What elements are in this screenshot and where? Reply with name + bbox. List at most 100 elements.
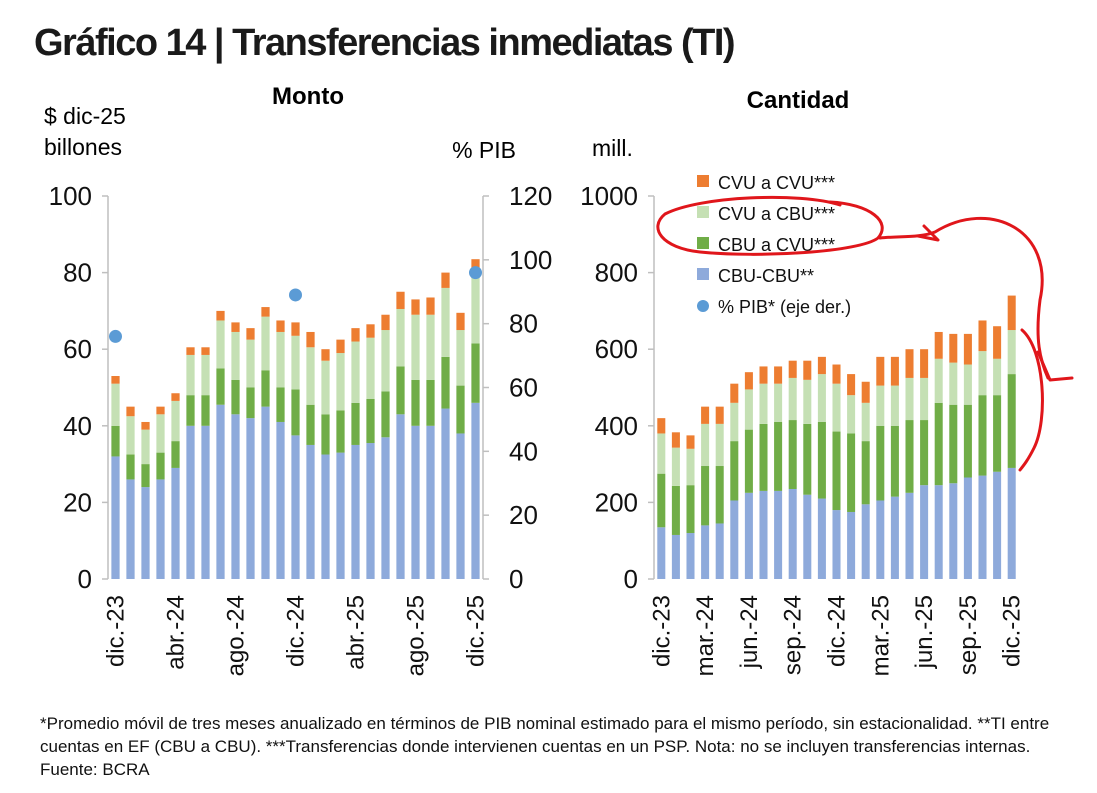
monto-bar-cbu-cbu <box>171 467 180 579</box>
cantidad-bar-cbu-cbu <box>920 485 929 579</box>
monto-bar-cvu-a-cbu <box>216 320 225 369</box>
monto-bar-cbu-cbu <box>186 425 195 579</box>
cantidad-bar-cbu-a-cvu <box>744 429 753 493</box>
cantidad-bar-cbu-cbu <box>730 500 739 579</box>
cantidad-bar-cvu-a-cvu <box>847 374 856 396</box>
y-axis-label-line1: $ dic-25 <box>44 103 126 129</box>
monto-bar-cvu-a-cvu <box>171 393 180 401</box>
cantidad-bar-cvu-a-cvu <box>715 406 724 424</box>
y-axis-label-line2: billones <box>44 134 122 160</box>
cantidad-bar-cbu-cbu <box>744 492 753 579</box>
cantidad-bar-cbu-a-cvu <box>847 433 856 512</box>
monto-bar-cbu-a-cvu <box>141 464 150 488</box>
cantidad-x-tick-label: dic.-24 <box>824 595 851 667</box>
annotation-bracket <box>1018 328 1044 472</box>
cantidad-bar-cvu-a-cvu <box>817 356 826 375</box>
cantidad-y-tick-label: 800 <box>595 258 638 288</box>
cantidad-y-tick-label: 0 <box>624 564 638 594</box>
cantidad-x-tick-label: sep.-25 <box>955 595 982 675</box>
monto-bar-cbu-a-cvu <box>186 395 195 426</box>
monto-bar-cbu-a-cvu <box>366 398 375 444</box>
monto-y-tick-label: 100 <box>49 181 92 211</box>
monto-bar-cbu-a-cvu <box>336 410 345 453</box>
cantidad-x-tick-label: dic.-25 <box>999 595 1026 667</box>
cantidad-bar-cbu-cbu <box>949 483 958 579</box>
monto-bar-cvu-a-cbu <box>366 337 375 399</box>
monto-x-tick-label: dic.-25 <box>463 595 490 667</box>
cantidad-bar-cvu-a-cvu <box>774 366 783 384</box>
legend-swatch <box>697 268 709 280</box>
monto-bar-cvu-a-cbu <box>231 331 240 380</box>
cantidad-bar-cvu-a-cvu <box>759 366 768 384</box>
monto-bar-cvu-a-cbu <box>411 314 420 380</box>
legend-label: CBU a CVU*** <box>718 235 835 255</box>
monto-x-tick-label: dic.-23 <box>103 595 130 667</box>
monto-bar-cvu-a-cbu <box>441 287 450 357</box>
cantidad-bar-cvu-a-cvu <box>1007 295 1016 331</box>
cantidad-bar-cbu-a-cvu <box>905 420 914 493</box>
cantidad-bar-cbu-a-cvu <box>657 473 666 528</box>
legend-marker-pib <box>697 300 709 312</box>
monto-bar-cvu-a-cvu <box>186 347 195 355</box>
monto-bar-cvu-a-cbu <box>261 316 270 371</box>
monto-y-tick-label: 40 <box>63 411 92 441</box>
cantidad-bar-cbu-a-cvu <box>934 402 943 486</box>
legend-label: CVU a CBU*** <box>718 204 835 224</box>
monto-y2-tick-label: 80 <box>509 309 538 339</box>
cantidad-bar-cbu-a-cvu <box>774 421 783 491</box>
monto-bar-cbu-a-cvu <box>381 391 390 438</box>
cantidad-bar-cvu-a-cvu <box>905 349 914 378</box>
monto-bar-cbu-a-cvu <box>456 385 465 434</box>
monto-x-tick-label: abr.-25 <box>343 595 370 670</box>
cantidad-bar-cbu-cbu <box>890 496 899 579</box>
cantidad-bar-cbu-a-cvu <box>671 485 680 535</box>
cantidad-bar-cvu-a-cvu <box>993 326 1002 359</box>
cantidad-bar-cvu-a-cbu <box>861 402 870 442</box>
monto-bar-cbu-a-cvu <box>291 389 300 436</box>
monto-bar-cbu-a-cvu <box>261 370 270 407</box>
cantidad-bar-cvu-a-cbu <box>759 383 768 424</box>
cantidad-bar-cvu-a-cbu <box>890 385 899 426</box>
chart-cantidad: Cantidad mill. 0 200 400 600 800 1000 dic.-23 m… <box>580 87 1026 676</box>
monto-bar-cbu-a-cvu <box>321 414 330 455</box>
legend-label: CBU-CBU** <box>718 266 814 286</box>
cantidad-bar-cbu-cbu <box>934 485 943 579</box>
legend: CVU a CVU*** CVU a CBU*** CBU a CVU*** CBU-… <box>697 173 851 317</box>
monto-bar-cvu-a-cvu <box>381 314 390 331</box>
annotation-arrow-head <box>1036 350 1074 382</box>
legend-swatch <box>697 237 709 249</box>
cantidad-bar-cbu-cbu <box>715 523 724 579</box>
monto-bar-cbu-cbu <box>231 414 240 579</box>
monto-bar-cvu-a-cbu <box>336 353 345 411</box>
monto-bar-cbu-cbu <box>441 408 450 579</box>
monto-pib-point <box>469 266 482 280</box>
monto-y-tick-label: 80 <box>63 258 92 288</box>
cantidad-bar-cvu-a-cbu <box>993 358 1002 396</box>
cantidad-bar-cvu-a-cvu <box>657 418 666 434</box>
monto-bar-cvu-a-cbu <box>306 347 315 405</box>
cantidad-y-tick-label: 400 <box>595 411 638 441</box>
cantidad-bar-cbu-a-cvu <box>701 466 710 526</box>
monto-bar-cbu-cbu <box>276 421 285 579</box>
cantidad-bar-cvu-a-cvu <box>876 356 885 386</box>
cantidad-bar-cbu-a-cvu <box>920 420 929 486</box>
cantidad-x-tick-label: jun.-25 <box>911 595 938 669</box>
monto-bar-cvu-a-cvu <box>366 324 375 338</box>
left-tick-labels: 0 20 40 60 80 100 0 20 40 60 80 100 120 dic.-23 abr.-2… <box>49 181 553 676</box>
cantidad-bar-cbu-cbu <box>1007 467 1016 579</box>
cantidad-bar-cbu-cbu <box>686 533 695 579</box>
cantidad-bar-cvu-a-cbu <box>949 362 958 405</box>
monto-bar-cvu-a-cvu <box>411 299 420 315</box>
monto-bar-cbu-a-cvu <box>411 379 420 426</box>
monto-bar-cvu-a-cvu <box>396 291 405 309</box>
monto-x-tick-label: dic.-24 <box>283 595 310 667</box>
monto-bar-cbu-cbu <box>126 479 135 579</box>
cantidad-bar-cbu-a-cvu <box>1007 374 1016 468</box>
cantidad-bar-cbu-a-cvu <box>817 421 826 499</box>
monto-bar-cvu-a-cvu <box>126 406 135 417</box>
cantidad-bar-cbu-cbu <box>657 527 666 579</box>
monto-bar-cvu-a-cvu <box>261 307 270 317</box>
cantidad-bar-cvu-a-cvu <box>701 406 710 424</box>
monto-bar-cbu-cbu <box>336 452 345 579</box>
monto-bar-cbu-cbu <box>201 425 210 579</box>
